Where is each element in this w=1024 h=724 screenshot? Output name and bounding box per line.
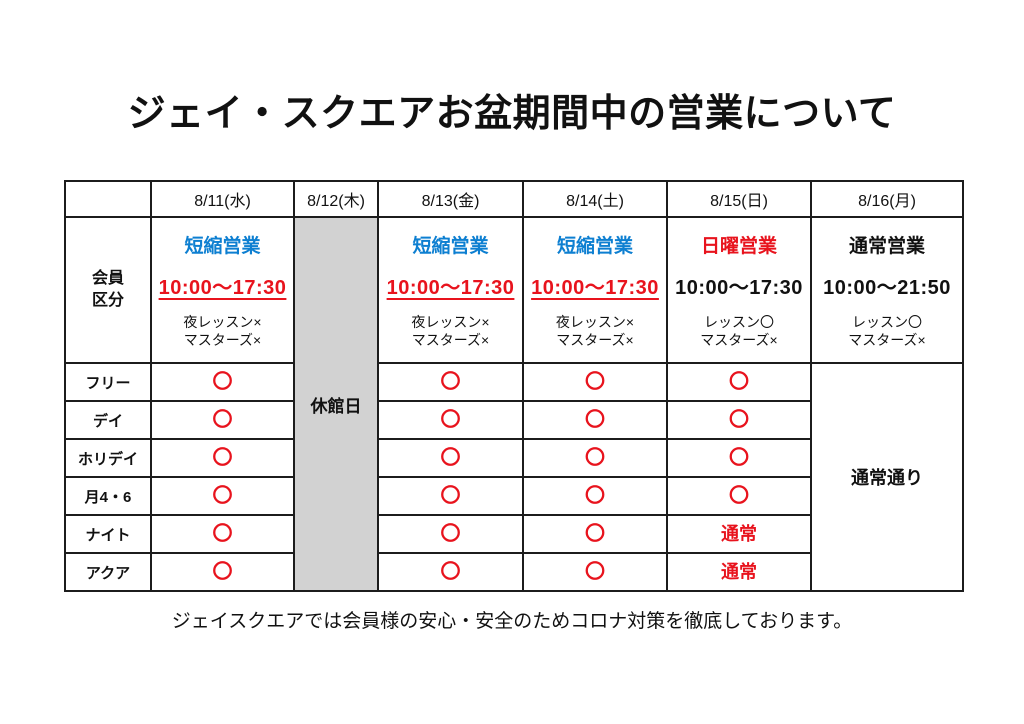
date-header: 8/11(水) xyxy=(150,180,295,218)
day-info-cell-8-11: 短縮営業 10:00～17:30 夜レッスン× マスターズ× xyxy=(150,216,295,364)
availability-cell: 〇 xyxy=(377,400,524,440)
notes-block: 夜レッスン× マスターズ× xyxy=(411,313,489,349)
availability-cell: 〇 xyxy=(377,514,524,554)
normal-as-usual-cell: 通常通り xyxy=(810,362,964,592)
status-label: 通常営業 xyxy=(848,235,925,257)
note-line: マスターズ× xyxy=(556,332,634,348)
availability-cell: 〇 xyxy=(377,552,524,592)
schedule-table: 8/11(水) 8/12(木) 8/13(金) 8/14(土) 8/15(日) … xyxy=(64,180,964,592)
availability-cell: 〇 xyxy=(377,362,524,402)
note-line: 夜レッスン× xyxy=(411,313,490,330)
status-label: 日曜営業 xyxy=(700,235,777,257)
note-line: 夜レッスン× xyxy=(555,313,635,330)
table-row: 月4・6 〇 〇 〇 〇 xyxy=(64,476,963,516)
corner-empty-cell xyxy=(64,180,152,218)
availability-cell: 〇 xyxy=(150,438,295,478)
availability-cell: 〇 xyxy=(522,400,668,440)
date-header: 8/14(土) xyxy=(522,180,668,218)
table-row: ホリデイ 〇 〇 〇 〇 xyxy=(64,438,963,478)
note-line: マスターズ× xyxy=(183,332,262,348)
member-row-label: アクア xyxy=(64,552,152,592)
availability-cell: 〇 xyxy=(522,362,668,402)
member-row-label: フリー xyxy=(64,362,152,402)
note-line: マスターズ× xyxy=(700,332,778,348)
hours-label: 10:00～21:50 xyxy=(823,276,951,299)
status-label: 短縮営業 xyxy=(184,235,261,257)
availability-cell: 〇 xyxy=(377,476,524,516)
notes-block: レッスン〇 マスターズ× xyxy=(700,313,777,349)
notes-block: 夜レッスン× マスターズ× xyxy=(556,313,634,349)
page-title: ジェイ・スクエアお盆期間中の営業について xyxy=(127,93,897,135)
footer-note: ジェイスクエアでは会員様の安心・安全のためコロナ対策を徹底しております。 xyxy=(171,611,853,632)
table-row: フリー 〇 〇 〇 〇 通常通り xyxy=(64,362,964,592)
member-category-header: 会員 区分 xyxy=(64,216,152,364)
availability-cell: 〇 xyxy=(150,362,295,402)
availability-cell: 〇 xyxy=(522,438,668,478)
table-row: アクア 〇 〇 〇 通常 xyxy=(64,552,963,592)
member-row-label: 月4・6 xyxy=(64,476,152,516)
note-line: レッスン〇 xyxy=(703,313,774,330)
member-row-label: デイ xyxy=(64,400,152,440)
availability-cell: 〇 xyxy=(377,438,524,478)
availability-cell: 〇 xyxy=(522,514,668,554)
member-category-line: 区分 xyxy=(91,292,124,309)
availability-cell: 〇 xyxy=(522,476,668,516)
availability-cell: 〇 xyxy=(150,552,295,592)
member-row-label: ホリデイ xyxy=(64,438,152,478)
availability-cell: 〇 xyxy=(150,514,295,554)
availability-cell: 〇 xyxy=(150,476,295,516)
note-line: マスターズ× xyxy=(411,332,490,348)
hours-label: 10:00～17:30 xyxy=(675,276,803,299)
day-info-cell-8-14: 短縮営業 10:00～17:30 夜レッスン× マスターズ× xyxy=(522,216,668,364)
availability-cell: 〇 xyxy=(666,476,812,516)
date-header: 8/16(月) xyxy=(810,180,964,218)
availability-cell: 〇 xyxy=(150,400,295,440)
note-line: 夜レッスン× xyxy=(183,313,262,330)
availability-cell: 〇 xyxy=(522,552,668,592)
availability-cell: 通常 xyxy=(666,514,812,554)
note-line: マスターズ× xyxy=(848,332,926,348)
day-info-cell-8-13: 短縮営業 10:00～17:30 夜レッスン× マスターズ× xyxy=(377,216,524,364)
closed-day-label: 休館日 xyxy=(310,396,362,416)
date-header: 8/15(日) xyxy=(666,180,812,218)
hours-label: 10:00～17:30 xyxy=(158,276,287,299)
availability-cell: 通常 xyxy=(666,552,812,592)
availability-cell: 〇 xyxy=(666,362,812,402)
day-info-cell-8-16: 通常営業 10:00～21:50 レッスン〇 マスターズ× xyxy=(810,216,964,364)
notes-block: レッスン〇 マスターズ× xyxy=(848,313,925,349)
availability-cell: 〇 xyxy=(666,400,812,440)
availability-cell: 〇 xyxy=(666,438,812,478)
hours-label: 10:00～17:30 xyxy=(386,276,515,299)
closed-day-cell: 休館日 xyxy=(293,216,379,592)
member-category-line: 会員 xyxy=(91,270,124,288)
date-header-row: 8/11(水) 8/12(木) 8/13(金) 8/14(土) 8/15(日) … xyxy=(64,180,964,218)
table-row: ナイト 〇 〇 〇 通常 xyxy=(64,514,963,554)
status-label: 短縮営業 xyxy=(412,235,489,257)
table-row: デイ 〇 〇 〇 〇 xyxy=(64,400,963,440)
date-header: 8/12(木) xyxy=(293,180,379,218)
notes-block: 夜レッスン× マスターズ× xyxy=(183,313,261,349)
date-header: 8/13(金) xyxy=(377,180,524,218)
day-info-cell-8-15: 日曜営業 10:00～17:30 レッスン〇 マスターズ× xyxy=(666,216,812,364)
hours-label: 10:00～17:30 xyxy=(531,276,659,299)
day-info-row: 会員 区分 短縮営業 10:00～17:30 夜レッスン× マスターズ× 休館日… xyxy=(64,216,964,592)
member-row-label: ナイト xyxy=(64,514,152,554)
note-line: レッスン〇 xyxy=(851,313,922,330)
status-label: 短縮営業 xyxy=(556,235,633,257)
